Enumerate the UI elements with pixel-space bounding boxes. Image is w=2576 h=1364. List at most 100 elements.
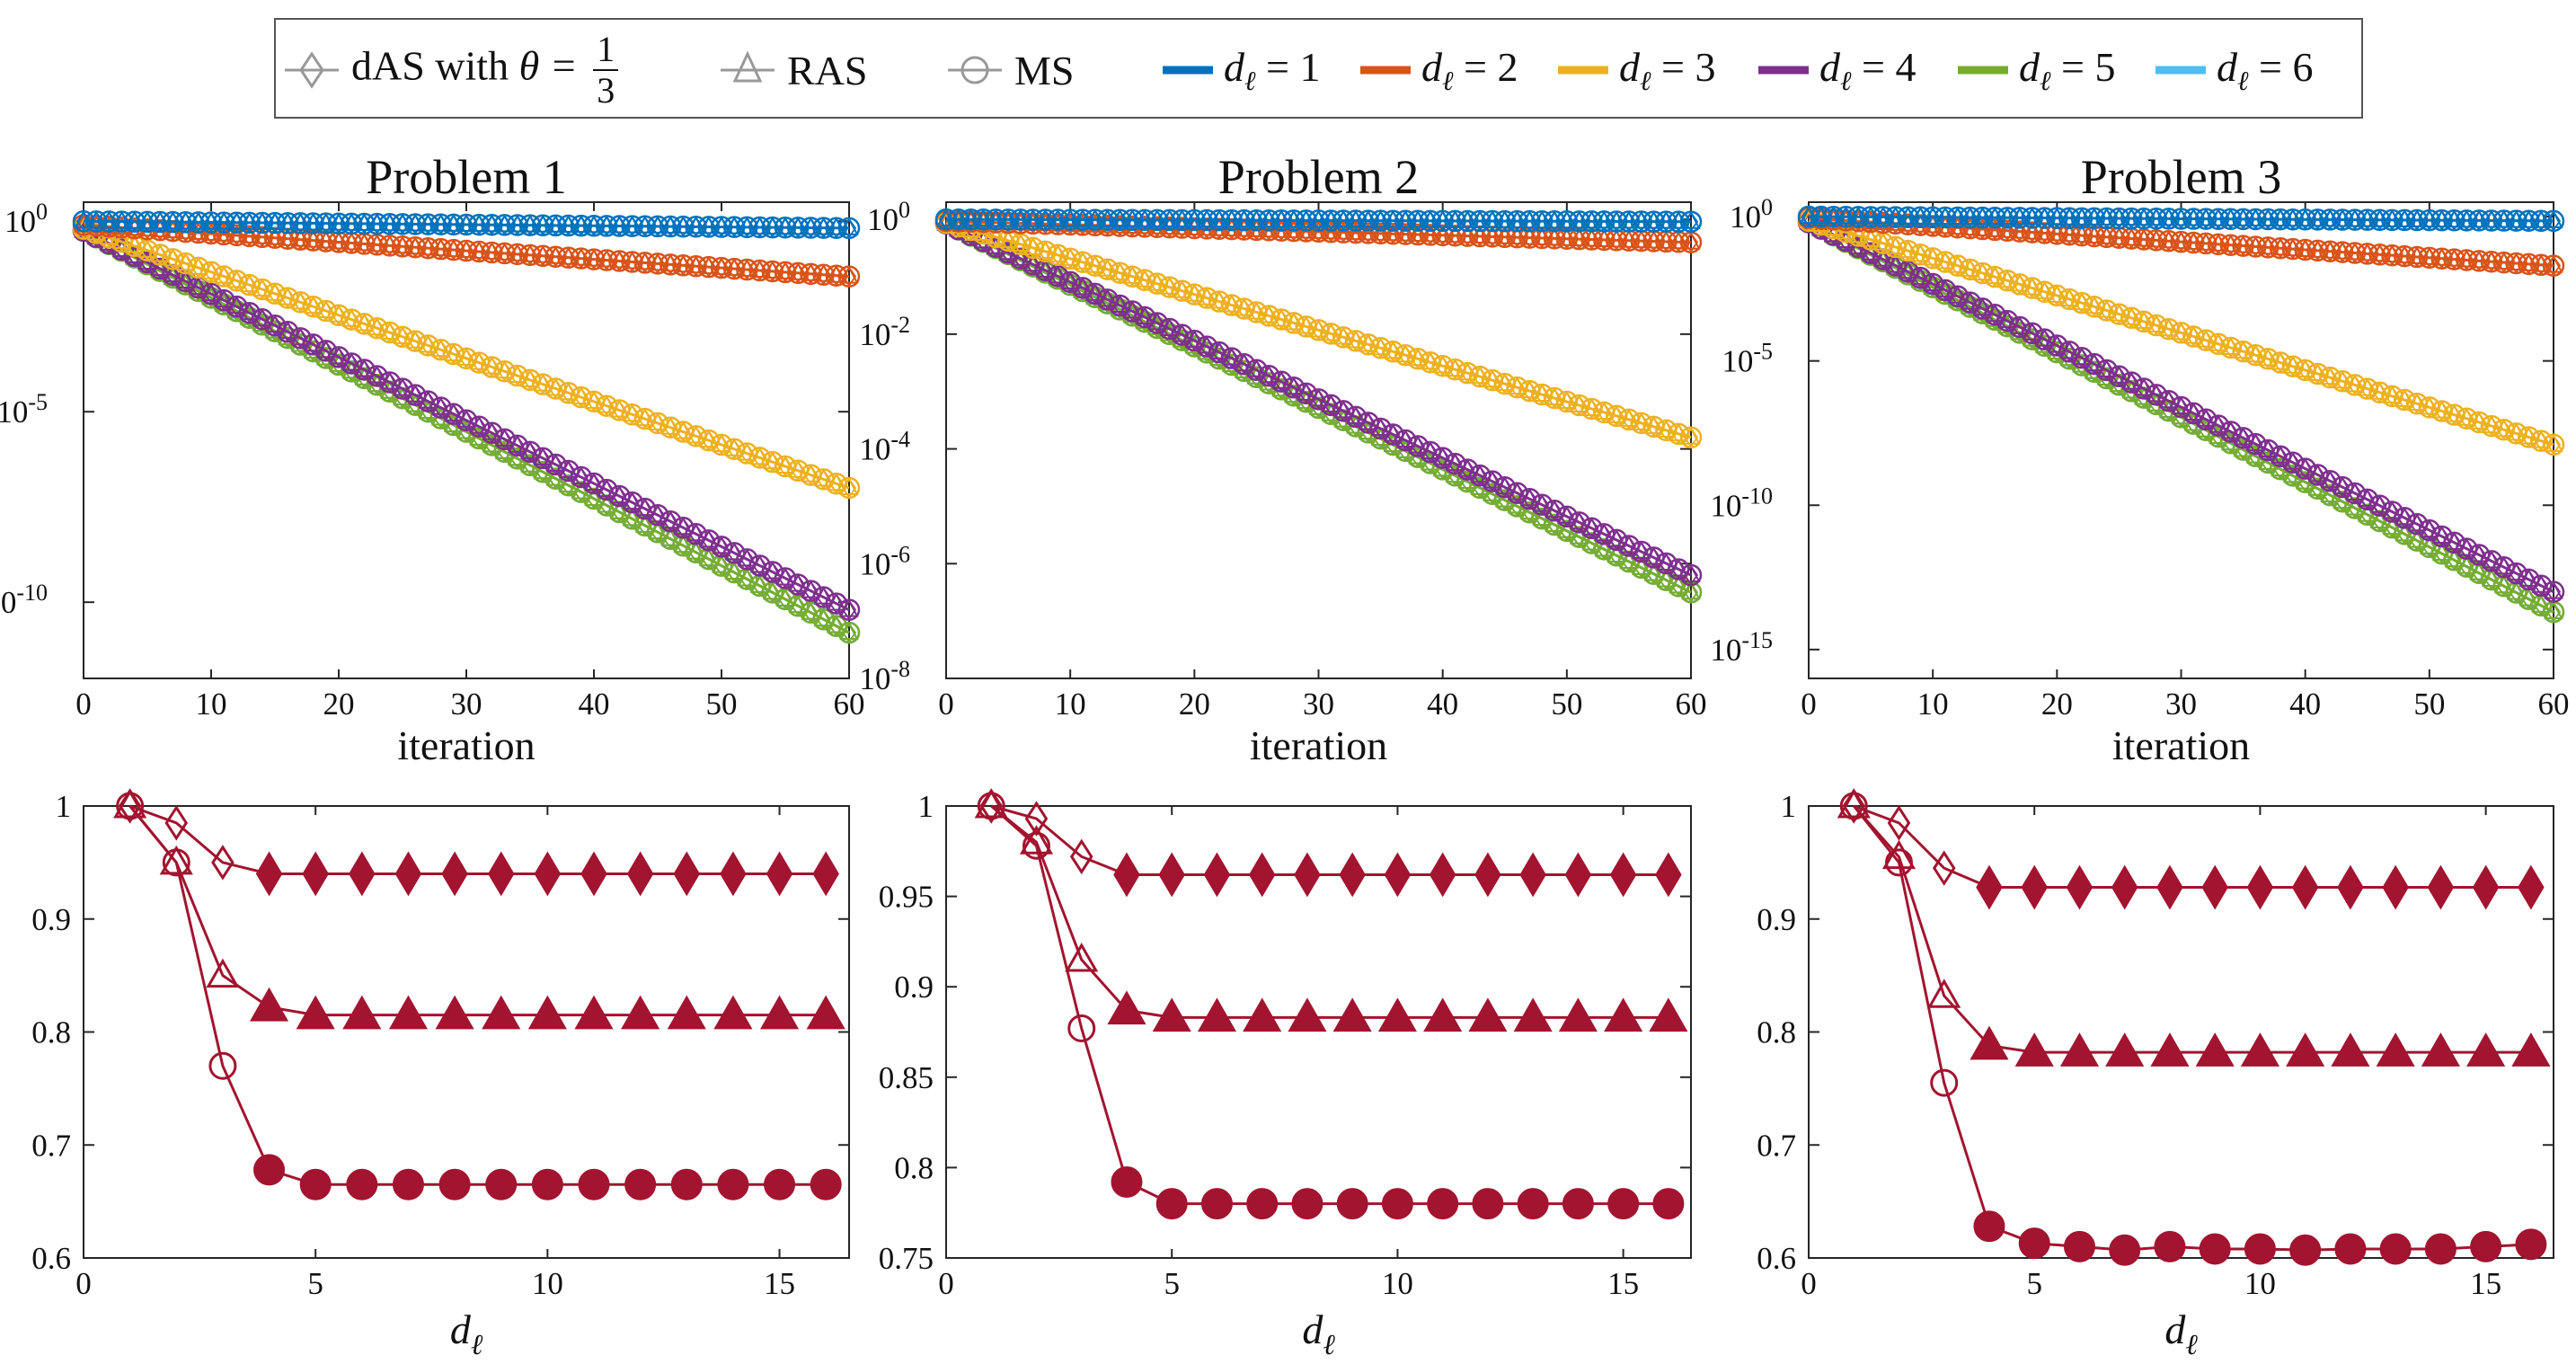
triangle-marker <box>1423 997 1463 1032</box>
das-marker <box>2397 507 2412 528</box>
ras-marker <box>1607 545 1626 563</box>
ras-marker <box>699 529 719 548</box>
ras-marker <box>1135 208 1155 227</box>
ras-marker <box>763 581 783 600</box>
das-marker <box>1584 210 1599 232</box>
das-marker <box>420 391 436 412</box>
ras-marker <box>1861 206 1881 225</box>
das-marker <box>803 602 819 624</box>
y-tick-label: 10-15 <box>1710 627 1773 668</box>
ras-marker <box>1346 405 1366 424</box>
ras-marker <box>749 554 770 573</box>
das-marker <box>536 374 551 395</box>
series-3 <box>72 217 861 500</box>
ras-marker <box>673 535 694 554</box>
series-line <box>1808 215 2554 223</box>
ras-marker <box>1836 206 1856 225</box>
ras-marker <box>2221 421 2241 439</box>
ras-marker <box>737 568 757 587</box>
circle-marker <box>1200 1188 1233 1220</box>
diamond-marker <box>1248 852 1276 898</box>
das-marker <box>1509 483 1525 504</box>
ras-marker <box>2506 252 2527 271</box>
y-tick-label: 10-10 <box>0 580 48 620</box>
das-marker <box>2285 452 2300 474</box>
ras-marker <box>380 371 400 390</box>
ras-marker <box>1085 282 1105 301</box>
ras-marker <box>1222 217 1242 237</box>
ras-marker <box>571 465 591 485</box>
das-marker <box>1683 211 1699 233</box>
series-das <box>979 788 1682 898</box>
ras-marker <box>1569 210 1589 229</box>
ras-marker <box>1681 563 1701 583</box>
ras-marker <box>1359 412 1378 430</box>
diamond-marker <box>1932 850 1956 886</box>
das-marker <box>841 217 857 239</box>
ras-marker <box>2431 209 2452 228</box>
das-marker <box>637 515 652 536</box>
ras-marker <box>1643 562 1664 581</box>
triangle-marker <box>1513 997 1553 1032</box>
ras-marker <box>801 580 821 598</box>
ras-marker <box>2010 315 2030 334</box>
ras-marker <box>2245 235 2266 254</box>
das-marker <box>752 554 767 577</box>
das-marker <box>976 208 991 230</box>
ras-marker <box>1532 493 1552 512</box>
ras-marker <box>2023 221 2042 240</box>
triangle-marker <box>1197 997 1237 1032</box>
ras-marker <box>1222 208 1242 228</box>
ras-marker <box>1035 208 1056 227</box>
diamond-marker <box>2111 864 2138 910</box>
das-marker <box>2086 208 2102 229</box>
ras-marker <box>1997 219 2017 238</box>
ras-marker <box>2518 588 2539 607</box>
das-marker <box>369 365 385 387</box>
ras-marker <box>2345 497 2365 516</box>
y-tick-label: 10-2 <box>859 312 910 352</box>
das-marker <box>1236 353 1252 375</box>
ras-marker <box>354 359 375 377</box>
ras-marker <box>2531 253 2551 272</box>
series-3 <box>934 211 1703 449</box>
ras-marker <box>1421 224 1440 243</box>
das-marker <box>382 371 397 394</box>
ras-marker <box>1097 208 1118 227</box>
das-marker <box>713 536 730 557</box>
ras-marker <box>1308 396 1329 415</box>
ras-marker <box>2296 208 2315 227</box>
ras-marker <box>1681 426 1701 445</box>
circle-marker <box>670 1168 703 1200</box>
das-marker <box>1013 208 1028 230</box>
das-marker <box>2124 372 2139 394</box>
ras-marker <box>839 476 859 495</box>
line-swatch-icon <box>2156 66 2206 75</box>
das-marker <box>1261 372 1277 394</box>
ras-marker <box>1308 388 1329 407</box>
das-marker <box>2248 433 2263 455</box>
ras-marker <box>1948 206 1968 226</box>
ras-marker <box>1470 209 1490 228</box>
ras-marker <box>2482 568 2501 587</box>
ras-marker <box>520 440 540 459</box>
ras-marker <box>1823 206 1844 225</box>
das-marker <box>938 208 954 230</box>
das-marker <box>1671 558 1686 580</box>
x-tick-label: 0 <box>75 1266 92 1301</box>
y-tick-label: 0.8 <box>1757 1015 1796 1050</box>
legend-item-d6: dℓ = 6 <box>2154 20 2313 120</box>
circle-marker <box>1607 1188 1640 1220</box>
triangle-marker <box>2466 1032 2506 1067</box>
circle-marker <box>2154 1230 2186 1262</box>
triangle-marker <box>206 958 240 988</box>
circle-marker <box>299 1168 332 1200</box>
das-marker <box>267 283 283 305</box>
das-marker <box>1633 210 1649 233</box>
x-tick-label: 5 <box>2026 1266 2042 1301</box>
das-marker <box>2099 208 2114 229</box>
das-marker <box>2447 532 2462 554</box>
circle-marker <box>531 1168 563 1200</box>
legend-item-ras: RAS <box>721 20 867 120</box>
